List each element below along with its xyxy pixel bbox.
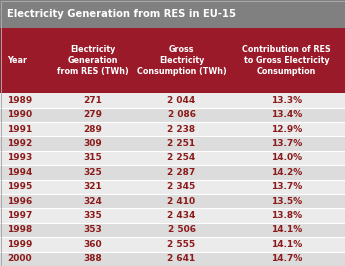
Text: 1990: 1990	[7, 110, 32, 119]
Text: 13.8%: 13.8%	[271, 211, 302, 220]
Text: 388: 388	[83, 254, 102, 263]
Text: 2 287: 2 287	[167, 168, 196, 177]
Text: 2 555: 2 555	[167, 240, 196, 249]
Text: 2000: 2000	[7, 254, 32, 263]
Bar	[0, 93, 345, 107]
Text: 14.1%: 14.1%	[271, 240, 302, 249]
Text: 1999: 1999	[7, 240, 32, 249]
Text: 1992: 1992	[7, 139, 32, 148]
Text: 2 641: 2 641	[167, 254, 196, 263]
Text: Electricity Generation from RES in EU-15: Electricity Generation from RES in EU-15	[7, 9, 236, 19]
Text: 325: 325	[83, 168, 102, 177]
Text: Year: Year	[7, 56, 27, 65]
Bar	[0, 194, 345, 208]
Bar	[0, 136, 345, 151]
Text: 13.5%: 13.5%	[271, 197, 302, 206]
Text: 13.4%: 13.4%	[271, 110, 302, 119]
Text: 1995: 1995	[7, 182, 32, 191]
Text: Gross
Electricity
Consumption (TWh): Gross Electricity Consumption (TWh)	[137, 45, 226, 76]
Text: 14.0%: 14.0%	[271, 153, 302, 163]
Text: 360: 360	[83, 240, 102, 249]
Bar	[0, 165, 345, 180]
Text: 1989: 1989	[7, 96, 32, 105]
Text: Contribution of RES
to Gross Electricity
Consumption: Contribution of RES to Gross Electricity…	[242, 45, 331, 76]
Text: 2 434: 2 434	[167, 211, 196, 220]
Text: 1991: 1991	[7, 124, 32, 134]
Text: 12.9%: 12.9%	[271, 124, 302, 134]
Text: 315: 315	[83, 153, 102, 163]
Text: 2 506: 2 506	[168, 226, 196, 235]
Text: Electricity
Generation
from RES (TWh): Electricity Generation from RES (TWh)	[57, 45, 128, 76]
Text: 13.3%: 13.3%	[271, 96, 302, 105]
Text: 2 251: 2 251	[167, 139, 196, 148]
Bar	[0, 252, 345, 266]
Text: 309: 309	[83, 139, 102, 148]
Text: 353: 353	[83, 226, 102, 235]
Bar	[0, 107, 345, 122]
Text: 279: 279	[83, 110, 102, 119]
Text: 335: 335	[83, 211, 102, 220]
Text: 2 345: 2 345	[167, 182, 196, 191]
Bar	[0, 122, 345, 136]
Text: 1998: 1998	[7, 226, 32, 235]
Text: 2 238: 2 238	[167, 124, 196, 134]
Bar	[0, 180, 345, 194]
Text: 1997: 1997	[7, 211, 32, 220]
Text: 13.7%: 13.7%	[271, 182, 302, 191]
Bar	[0, 28, 345, 93]
Text: 289: 289	[83, 124, 102, 134]
Text: 14.2%: 14.2%	[271, 168, 302, 177]
Bar	[0, 151, 345, 165]
Bar	[0, 237, 345, 252]
Text: 2 254: 2 254	[167, 153, 196, 163]
Text: 321: 321	[83, 182, 102, 191]
Bar	[0, 0, 345, 28]
Text: 14.7%: 14.7%	[271, 254, 302, 263]
Text: 1993: 1993	[7, 153, 32, 163]
Text: 2 044: 2 044	[167, 96, 196, 105]
Text: 13.7%: 13.7%	[271, 139, 302, 148]
Text: 14.1%: 14.1%	[271, 226, 302, 235]
Text: 1996: 1996	[7, 197, 32, 206]
Text: 271: 271	[83, 96, 102, 105]
Text: 324: 324	[83, 197, 102, 206]
Text: 2 410: 2 410	[167, 197, 196, 206]
Bar	[0, 208, 345, 223]
Text: 1994: 1994	[7, 168, 32, 177]
Bar	[0, 223, 345, 237]
Text: 2 086: 2 086	[168, 110, 196, 119]
